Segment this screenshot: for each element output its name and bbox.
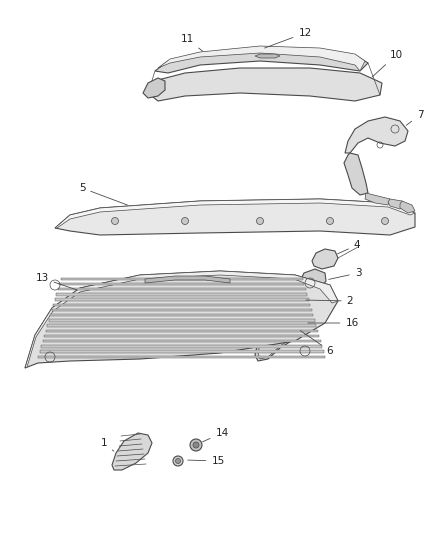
Polygon shape	[38, 356, 325, 358]
Polygon shape	[59, 282, 304, 285]
Polygon shape	[55, 199, 415, 228]
Polygon shape	[155, 47, 368, 73]
Text: 16: 16	[308, 318, 359, 328]
Polygon shape	[25, 271, 338, 368]
Polygon shape	[60, 278, 303, 280]
Polygon shape	[47, 324, 316, 327]
Circle shape	[112, 217, 119, 224]
Polygon shape	[345, 117, 408, 153]
Polygon shape	[158, 46, 365, 71]
Polygon shape	[388, 199, 406, 209]
Text: 13: 13	[35, 273, 78, 290]
Polygon shape	[50, 314, 313, 317]
Polygon shape	[53, 303, 310, 306]
Polygon shape	[365, 193, 390, 205]
Text: 1: 1	[101, 438, 114, 451]
Circle shape	[326, 217, 333, 224]
Polygon shape	[300, 269, 326, 292]
Polygon shape	[400, 201, 415, 213]
Text: 5: 5	[79, 183, 127, 205]
Text: 3: 3	[328, 268, 361, 279]
Circle shape	[176, 458, 180, 464]
Polygon shape	[258, 317, 303, 359]
Polygon shape	[56, 293, 307, 296]
Polygon shape	[255, 54, 280, 58]
Polygon shape	[148, 68, 382, 101]
Polygon shape	[42, 340, 321, 342]
Text: 6: 6	[300, 330, 333, 356]
Polygon shape	[49, 319, 314, 321]
Polygon shape	[255, 315, 306, 361]
Polygon shape	[46, 329, 318, 332]
Polygon shape	[54, 298, 308, 301]
Polygon shape	[41, 345, 322, 348]
Polygon shape	[281, 312, 303, 333]
Polygon shape	[44, 335, 319, 337]
Circle shape	[257, 217, 264, 224]
Polygon shape	[52, 309, 311, 311]
Polygon shape	[280, 291, 303, 313]
Polygon shape	[145, 276, 230, 283]
Polygon shape	[312, 249, 338, 269]
Text: 10: 10	[372, 50, 403, 77]
Circle shape	[173, 456, 183, 466]
Text: 7: 7	[406, 110, 423, 125]
Polygon shape	[25, 271, 338, 368]
Polygon shape	[57, 288, 305, 290]
Text: 15: 15	[188, 456, 225, 466]
Circle shape	[181, 217, 188, 224]
Text: 4: 4	[338, 240, 360, 254]
Text: 11: 11	[180, 34, 203, 51]
Circle shape	[190, 439, 202, 451]
Polygon shape	[143, 78, 165, 98]
Polygon shape	[55, 199, 415, 235]
Polygon shape	[344, 153, 368, 195]
Text: 12: 12	[265, 28, 311, 48]
Text: 2: 2	[306, 296, 353, 306]
Text: 14: 14	[202, 428, 229, 442]
Circle shape	[381, 217, 389, 224]
Polygon shape	[39, 350, 324, 353]
Circle shape	[193, 442, 199, 448]
Polygon shape	[112, 433, 152, 470]
